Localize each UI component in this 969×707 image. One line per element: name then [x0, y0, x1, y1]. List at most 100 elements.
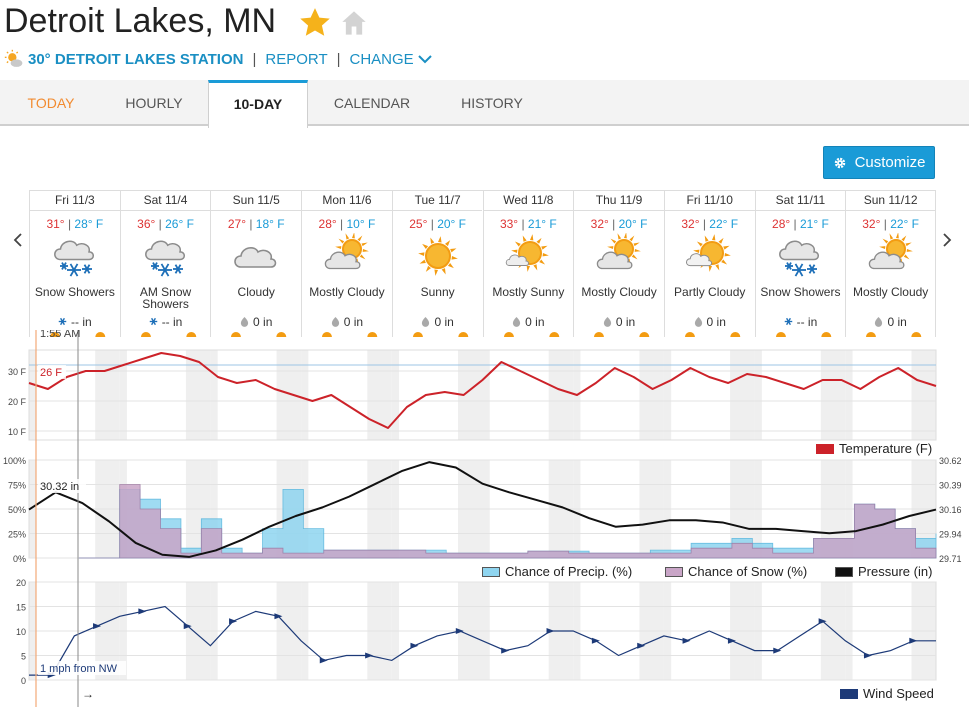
raindrop-icon — [603, 317, 611, 327]
day-temps: 32° | 22° F — [862, 217, 920, 231]
snow-icon — [772, 233, 828, 279]
day-date: Tue 11/7 — [392, 191, 483, 211]
wind-arrow-icon — [93, 623, 102, 630]
station-name-link[interactable]: DETROIT LAKES STATION — [54, 50, 244, 68]
day-column[interactable]: Sun 11/12 32° | 22° F Mostly Cloudy 0 in — [845, 191, 936, 337]
legend-snow: Chance of Snow (%) — [665, 564, 807, 579]
day-precip: 0 in — [665, 315, 755, 329]
tab-10-day[interactable]: 10-DAY — [208, 80, 308, 128]
day-condition: Snow Showers — [760, 285, 841, 299]
wind-arrow-icon — [410, 642, 419, 649]
mostly-cloudy-icon — [591, 232, 647, 279]
snow-icon — [47, 233, 103, 279]
snowflake-icon — [784, 317, 792, 326]
high-temp: 33° — [499, 217, 519, 231]
home-icon[interactable] — [340, 9, 368, 37]
day-condition: Sunny — [420, 285, 455, 299]
station-bar: 30° DETROIT LAKES STATION | REPORT | CHA… — [4, 49, 432, 69]
day-precip: 0 in — [574, 315, 664, 329]
sun-dots — [322, 332, 378, 337]
legend-wind: Wind Speed — [840, 686, 934, 701]
day-column[interactable]: Fri 11/10 32° | 22° F Partly Cloudy 0 in — [663, 191, 755, 337]
night-band — [482, 350, 490, 440]
sun-dots — [594, 332, 650, 337]
day-column[interactable]: Sun 11/5 27° | 18° F Cloudy 0 in — [210, 191, 302, 337]
low-temp: 18° F — [255, 217, 285, 231]
label-bg — [38, 661, 126, 675]
low-temp: 22° F — [890, 217, 920, 231]
legend-pressure: Pressure (in) — [835, 564, 932, 579]
day-precip: 0 in — [484, 315, 574, 329]
wind-tick-label: 10 — [16, 627, 26, 637]
high-temp: 31° — [46, 217, 65, 231]
day-precip: 0 in — [846, 315, 935, 329]
tab-today[interactable]: TODAY — [27, 95, 75, 111]
raindrop-icon — [513, 317, 521, 327]
wind-arrow-icon — [727, 637, 736, 644]
day-column[interactable]: Mon 11/6 28° | 10° F Mostly Cloudy 0 in — [301, 191, 392, 337]
day-temps: 28° | 21° F — [772, 217, 829, 231]
low-temp: 21° F — [800, 217, 829, 231]
tab-hourly[interactable]: HOURLY — [125, 95, 183, 111]
day-condition: Cloudy — [237, 285, 275, 299]
precip-amount: 0 in — [434, 315, 454, 329]
wind-arrow-icon — [183, 623, 192, 630]
day-column[interactable]: Sat 11/4 36° | 26° F AM Snow Showers -- … — [119, 191, 211, 337]
day-date: Wed 11/8 — [483, 191, 574, 211]
day-column[interactable]: Sat 11/11 28° | 21° F Snow Showers -- in — [754, 191, 846, 337]
city-title: Detroit Lakes, MN — [4, 2, 277, 40]
low-temp: 22° F — [709, 217, 739, 231]
day-column[interactable]: Tue 11/7 25° | 20° F Sunny 0 in — [391, 191, 483, 337]
day-column[interactable]: Fri 11/3 31° | 28° F Snow Showers -- in — [29, 191, 120, 337]
sun-dots — [775, 332, 831, 337]
precip-amount: -- in — [71, 315, 92, 329]
day-temps: 32° | 20° F — [590, 217, 648, 231]
night-band — [639, 350, 664, 440]
day-date: Fri 11/3 — [30, 191, 120, 211]
tab-calendar[interactable]: CALENDAR — [333, 95, 411, 111]
day-precip: -- in — [30, 315, 120, 329]
night-band — [185, 350, 211, 440]
pressure-line — [28, 461, 937, 558]
pct-tick-label: 75% — [8, 481, 26, 491]
low-temp: 20° F — [437, 217, 467, 231]
night-band — [820, 350, 846, 440]
day-condition: Snow Showers — [34, 285, 115, 299]
legend-precip: Chance of Precip. (%) — [482, 564, 632, 579]
temperature-line — [28, 352, 937, 429]
chevron-left-icon[interactable] — [12, 232, 24, 248]
pressure-tick-label: 30.39 — [939, 481, 962, 491]
legend-swatch — [816, 443, 834, 454]
raindrop-icon — [422, 317, 430, 327]
customize-button[interactable]: Customize — [823, 146, 935, 179]
report-link[interactable]: REPORT — [265, 50, 328, 68]
day-temps: 32° | 22° F — [681, 217, 739, 231]
pressure-marker-label: 30.32 in — [40, 481, 79, 493]
wind-tick-label: 20 — [16, 578, 26, 588]
day-condition: Partly Cloudy — [674, 285, 746, 299]
day-date: Mon 11/6 — [302, 191, 392, 211]
tab-history[interactable]: HISTORY — [461, 95, 523, 111]
day-date: Sun 11/12 — [846, 191, 935, 211]
pct-tick-label: 100% — [3, 456, 26, 466]
wind-arrow-icon — [229, 618, 238, 625]
day-column[interactable]: Wed 11/8 33° | 21° F Mostly Sunny 0 in — [482, 191, 574, 337]
night-band — [754, 350, 762, 440]
temp-tick-label: 20 F — [8, 397, 27, 407]
legend-swatch — [835, 566, 853, 577]
chevron-down-icon[interactable] — [417, 52, 432, 66]
star-icon[interactable] — [298, 6, 332, 40]
low-temp: 26° F — [165, 217, 194, 231]
chevron-right-icon[interactable] — [941, 232, 953, 248]
forecast-days: Fri 11/3 31° | 28° F Snow Showers -- in … — [29, 190, 936, 337]
gear-icon — [834, 157, 845, 168]
day-temps: 33° | 21° F — [499, 217, 557, 231]
raindrop-icon — [875, 317, 883, 327]
day-temps: 36° | 26° F — [137, 217, 194, 231]
change-link[interactable]: CHANGE — [349, 50, 414, 68]
wind-arrow-icon — [863, 652, 872, 659]
day-column[interactable]: Thu 11/9 32° | 20° F Mostly Cloudy 0 in — [573, 191, 664, 337]
high-temp: 32° — [681, 217, 700, 231]
night-band — [29, 350, 37, 440]
